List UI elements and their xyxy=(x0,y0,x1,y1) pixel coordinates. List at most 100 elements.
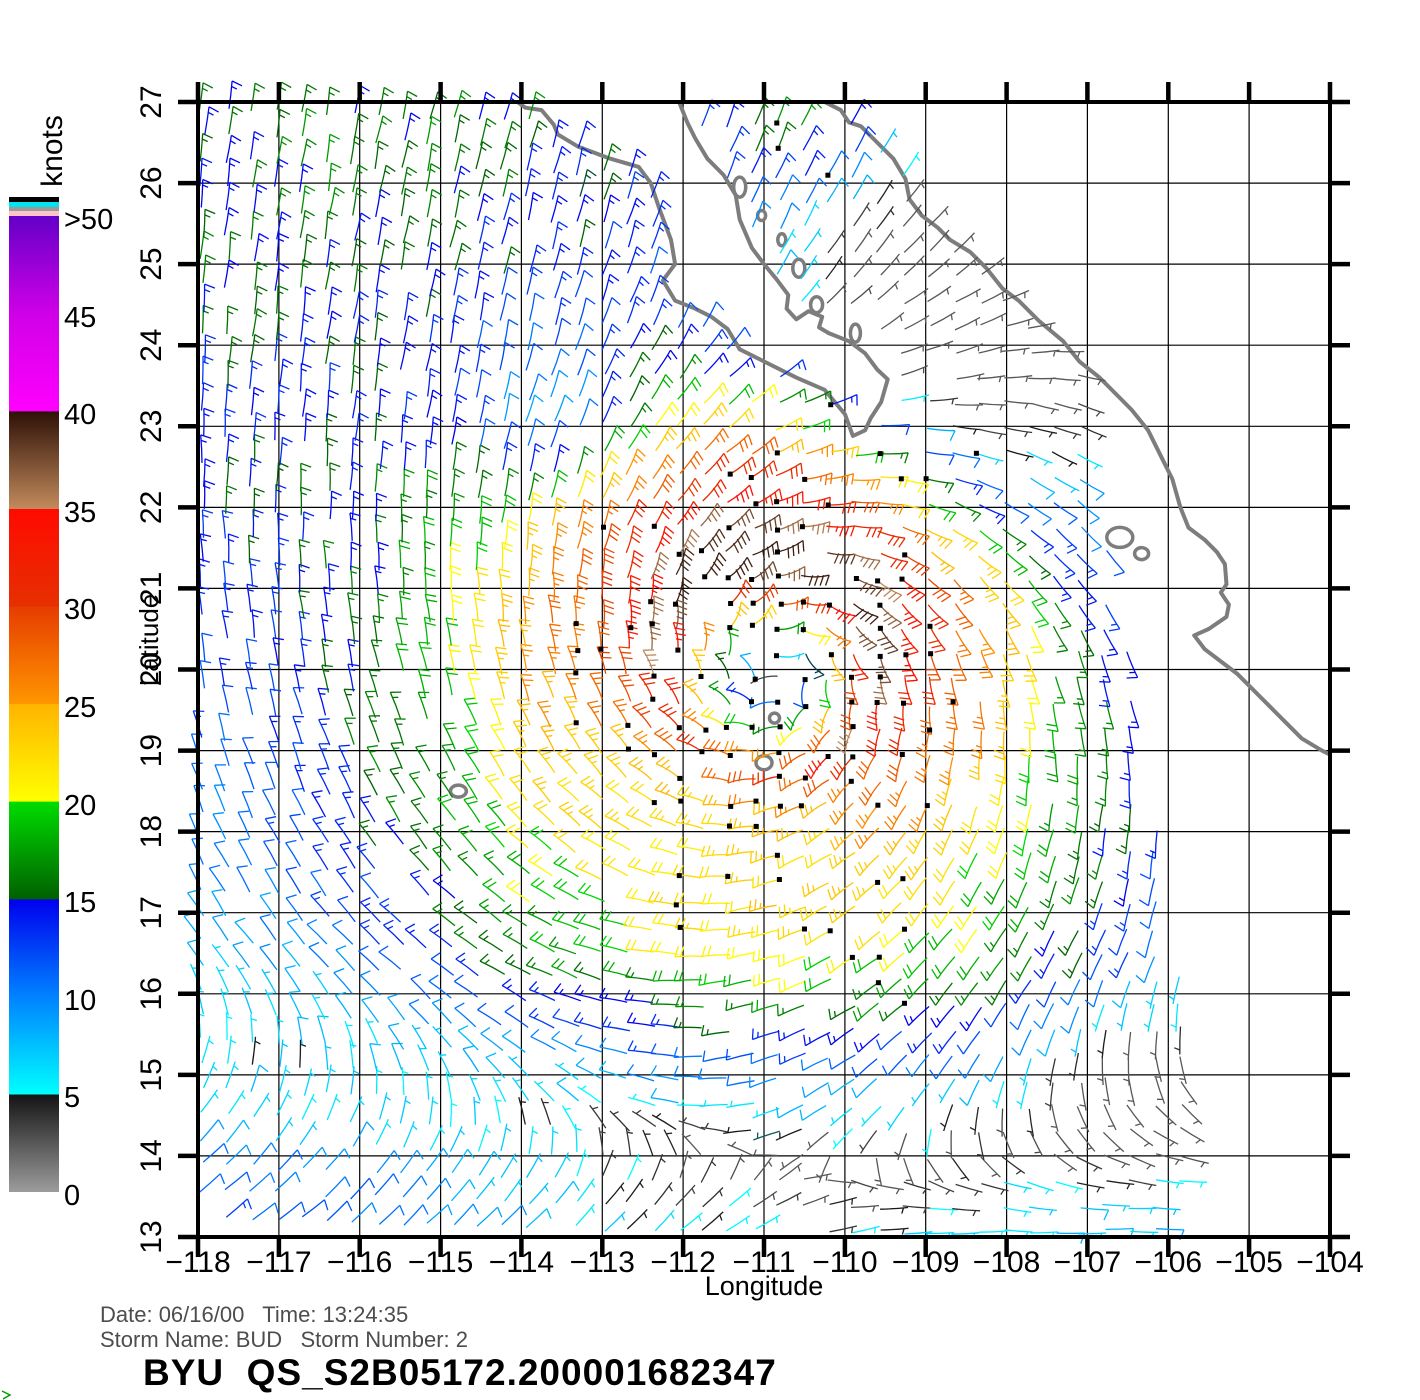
wind-barb xyxy=(389,691,402,719)
wind-barb xyxy=(954,982,979,1006)
wind-barb xyxy=(1028,377,1057,385)
wind-barb xyxy=(540,1098,552,1125)
wind-barb xyxy=(903,1005,930,1027)
wind-barb xyxy=(887,727,903,757)
wind-barb xyxy=(818,679,832,709)
island-outline xyxy=(767,711,782,725)
wind-barb xyxy=(606,752,627,778)
wind-barb xyxy=(550,419,569,448)
wind-barb xyxy=(321,638,333,667)
wind-barb xyxy=(352,290,369,319)
wind-barb xyxy=(200,178,214,208)
wind-barb xyxy=(725,999,754,1012)
wind-barb xyxy=(953,232,975,253)
wind-barb xyxy=(445,617,459,646)
wind-barb xyxy=(503,192,521,221)
wind-barb xyxy=(1061,877,1080,905)
wind-barb xyxy=(1103,1104,1117,1131)
wind-barb xyxy=(873,676,888,705)
wind-barb xyxy=(211,944,230,968)
wind-barb xyxy=(289,813,304,841)
wind-barb xyxy=(699,1100,728,1107)
wind-barb xyxy=(754,513,782,534)
wind-barb xyxy=(454,367,471,396)
wind-barb xyxy=(379,897,402,923)
wind-barb xyxy=(1073,677,1085,706)
wind-barb xyxy=(604,220,623,249)
wind-barb xyxy=(385,818,404,845)
wind-barb xyxy=(856,577,884,597)
wind-barb xyxy=(904,856,929,881)
wind-barb xyxy=(502,903,527,927)
wind-barb xyxy=(1152,1206,1181,1216)
wind-barb xyxy=(726,99,745,128)
rain-flag-square xyxy=(828,652,834,658)
wind-barb xyxy=(925,653,942,681)
wind-barb xyxy=(353,112,369,142)
wind-barb xyxy=(558,801,581,827)
wind-barb xyxy=(532,800,555,826)
wind-barb xyxy=(200,434,212,463)
wind-barb xyxy=(425,1071,433,1100)
wind-barb xyxy=(451,594,463,623)
rain-flag-square xyxy=(849,674,854,680)
rain-flag-square xyxy=(699,548,704,554)
wind-barb xyxy=(1030,626,1045,654)
wind-barb xyxy=(463,746,481,774)
wind-barb xyxy=(528,472,545,501)
wind-barb xyxy=(378,164,396,193)
island-outline xyxy=(448,783,469,799)
wind-barb xyxy=(228,80,243,109)
wind-barb xyxy=(878,878,904,900)
wind-barb xyxy=(1145,830,1158,860)
wind-barb xyxy=(906,1032,933,1054)
wind-barb xyxy=(557,777,580,802)
wind-barb xyxy=(550,369,569,398)
wind-barb xyxy=(775,416,804,431)
wind-barb xyxy=(955,1183,983,1197)
wind-barb xyxy=(930,905,955,929)
wind-barb xyxy=(500,1153,518,1178)
wind-barb xyxy=(528,91,546,120)
x-tick-label: −107 xyxy=(1054,1246,1122,1279)
rain-flag-square xyxy=(749,724,755,730)
wind-barb xyxy=(624,989,653,1004)
rain-flag-square xyxy=(902,552,908,558)
wind-barb xyxy=(725,530,751,554)
wind-barb xyxy=(922,676,936,706)
wind-barb xyxy=(929,229,950,252)
wind-barb xyxy=(625,1127,633,1156)
rain-flag-square xyxy=(924,803,930,809)
wind-barb xyxy=(292,715,304,744)
wind-barb xyxy=(526,1153,543,1178)
wind-barb xyxy=(589,672,604,700)
wind-barb xyxy=(677,376,702,400)
wind-barb xyxy=(599,450,620,478)
wind-barb xyxy=(902,204,922,227)
rain-flag-square xyxy=(651,673,657,679)
wind-barb xyxy=(829,1107,853,1127)
wind-barb xyxy=(602,598,615,628)
wind-barb xyxy=(1026,1181,1054,1195)
wind-barb xyxy=(527,322,544,351)
wind-barb xyxy=(401,166,418,195)
wind-barb xyxy=(714,651,730,679)
wind-barb xyxy=(799,801,827,819)
wind-barb xyxy=(1139,901,1157,930)
wind-barb xyxy=(628,756,653,781)
wind-barb xyxy=(425,489,438,519)
rain-flag-square xyxy=(776,877,782,882)
wind-barb xyxy=(235,964,252,990)
wind-barb xyxy=(312,970,330,995)
wind-barb xyxy=(827,552,856,565)
wind-barb xyxy=(1179,1056,1187,1085)
wind-barb xyxy=(852,478,881,491)
wind-barb xyxy=(504,120,522,149)
x-tick-label: −116 xyxy=(327,1246,392,1279)
wind-barb xyxy=(277,384,290,413)
wind-barb xyxy=(475,369,492,398)
wind-barb xyxy=(503,318,519,348)
wind-barb xyxy=(700,1157,717,1183)
wind-barb xyxy=(501,494,517,523)
colorbar-special-bands xyxy=(9,197,59,216)
